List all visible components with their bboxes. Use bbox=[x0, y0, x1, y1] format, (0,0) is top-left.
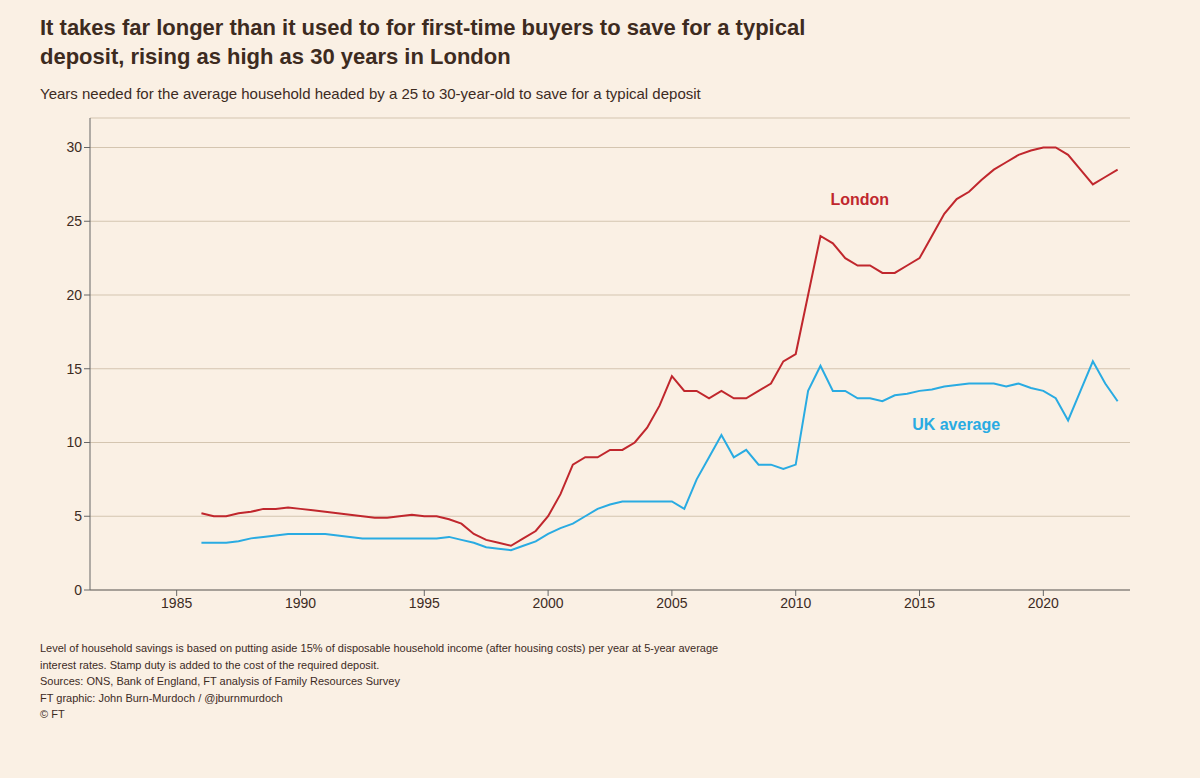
svg-text:London: London bbox=[830, 191, 889, 208]
html-text:It takes far longer than it us: It takes far longer than it used to for … bbox=[40, 15, 806, 69]
svg-text:0: 0 bbox=[74, 582, 82, 598]
svg-text:2005: 2005 bbox=[656, 595, 687, 611]
html-text:interest rates. Stamp duty is: interest rates. Stamp duty is added to t… bbox=[40, 658, 380, 671]
svg-text:UK average: UK average bbox=[912, 417, 1000, 434]
svg-text:1990: 1990 bbox=[285, 595, 316, 611]
svg-text:20: 20 bbox=[66, 287, 82, 303]
svg-text:2000: 2000 bbox=[533, 595, 564, 611]
svg-text:10: 10 bbox=[66, 435, 82, 451]
html-text:Sources: ONS, Bank of England,: Sources: ONS, Bank of England, FT analys… bbox=[40, 675, 400, 688]
html-text:Level of household savings is: Level of household savings is based on p… bbox=[40, 642, 719, 655]
svg-text:2010: 2010 bbox=[780, 595, 811, 611]
svg-text:25: 25 bbox=[66, 213, 82, 229]
html-text:Years needed for the average h: Years needed for the average household h… bbox=[40, 85, 701, 103]
html-text:FT graphic: John Burn-Murdoch: FT graphic: John Burn-Murdoch / @jburnmu… bbox=[40, 691, 283, 704]
svg-text:30: 30 bbox=[66, 140, 82, 156]
svg-text:1995: 1995 bbox=[409, 595, 440, 611]
svg-text:2020: 2020 bbox=[1028, 595, 1059, 611]
svg-text:5: 5 bbox=[74, 508, 82, 524]
html-text:© FT: © FT bbox=[40, 708, 65, 721]
svg-text:2015: 2015 bbox=[904, 595, 935, 611]
svg-text:1985: 1985 bbox=[161, 595, 192, 611]
svg-text:15: 15 bbox=[66, 361, 82, 377]
